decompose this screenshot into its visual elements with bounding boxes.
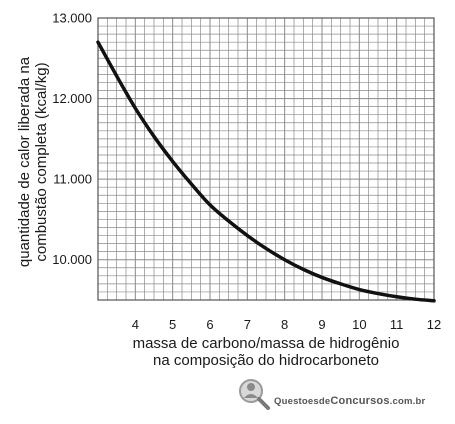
watermark-part-1: Questoesde bbox=[274, 396, 331, 407]
plot-frame bbox=[97, 17, 435, 301]
x-tick-label: 10 bbox=[352, 317, 366, 332]
x-tick-label: 9 bbox=[318, 317, 325, 332]
grid bbox=[97, 17, 435, 301]
x-tick-label: 12 bbox=[427, 317, 441, 332]
x-tick-label: 8 bbox=[281, 317, 288, 332]
y-tick-label: 11.000 bbox=[53, 172, 92, 187]
y-tick-labels: 10.000 11.000 12.000 13.000 bbox=[52, 11, 92, 268]
y-tick-label: 10.000 bbox=[52, 252, 92, 267]
y-tick-label: 12.000 bbox=[52, 91, 92, 106]
x-tick-labels: 4 5 6 7 8 9 10 11 12 bbox=[132, 317, 442, 332]
x-axis-label-line-2: na composição do hidrocarboneto bbox=[153, 352, 379, 369]
x-tick-label: 6 bbox=[206, 317, 213, 332]
x-tick-label: 4 bbox=[132, 317, 139, 332]
y-axis-label-line-2: combustão completa (kcal/kg) bbox=[33, 62, 50, 262]
watermark-text: QuestoesdeConcursos.com.br bbox=[274, 395, 425, 407]
x-tick-label: 11 bbox=[390, 317, 404, 332]
data-curve bbox=[96, 40, 436, 303]
magnifier-person-icon bbox=[239, 379, 270, 410]
watermark-part-3: .com.br bbox=[389, 396, 426, 407]
y-tick-label: 13.000 bbox=[52, 11, 92, 26]
y-axis-label: quantidade de calor liberada na combustã… bbox=[16, 2, 50, 322]
x-axis-label-line-1: massa de carbono/massa de hidrogênio bbox=[132, 335, 400, 352]
watermark[interactable]: QuestoesdeConcursos.com.br bbox=[236, 376, 448, 416]
x-tick-label: 5 bbox=[169, 317, 176, 332]
x-tick-label: 7 bbox=[244, 317, 251, 332]
x-axis-label: massa de carbono/massa de hidrogênio na … bbox=[98, 335, 434, 369]
y-axis-label-line-1: quantidade de calor liberada na bbox=[16, 56, 33, 268]
watermark-part-2: Concursos bbox=[330, 395, 390, 407]
